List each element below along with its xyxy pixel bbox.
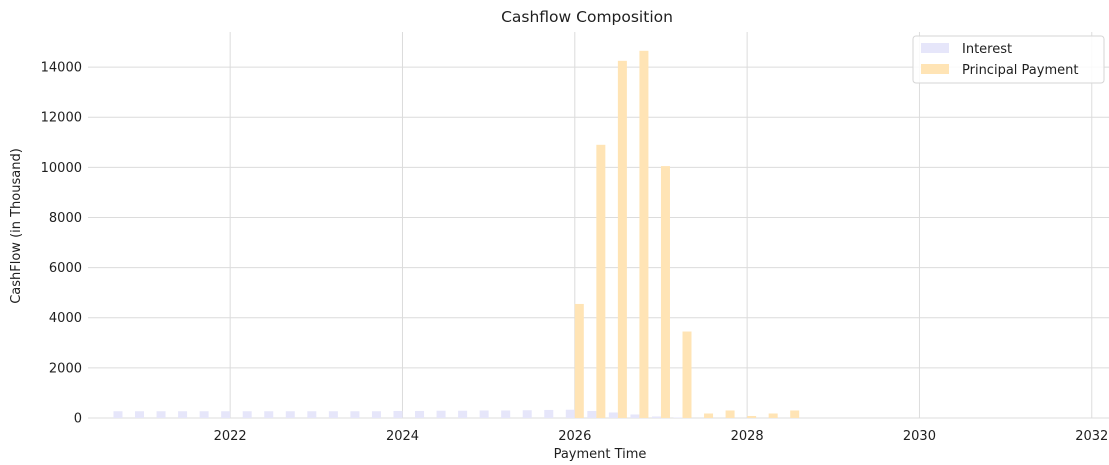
bar-principal-payment bbox=[790, 410, 800, 418]
x-tick-label: 2030 bbox=[903, 429, 936, 444]
bar-interest bbox=[673, 417, 683, 418]
bar-principal-payment bbox=[704, 413, 714, 418]
y-tick-label: 12000 bbox=[41, 111, 82, 126]
x-tick-label: 2026 bbox=[558, 429, 591, 444]
bar-interest bbox=[113, 411, 123, 418]
x-axis-label: Payment Time bbox=[554, 447, 647, 462]
y-axis-label: CashFlow (in Thousand) bbox=[9, 148, 24, 304]
bar-interest bbox=[587, 410, 597, 418]
bar-interest bbox=[242, 411, 252, 418]
axes: 0 2000 4000 6000 8000 10000 12000 14000 2022 2024… bbox=[41, 61, 1109, 444]
bar-interest bbox=[264, 411, 274, 418]
bar-principal-payment bbox=[768, 413, 778, 418]
bar-interest bbox=[651, 416, 661, 418]
bar-marks bbox=[113, 50, 800, 418]
bar-interest bbox=[630, 414, 640, 418]
bar-interest bbox=[285, 411, 295, 418]
y-tick-label: 0 bbox=[74, 412, 82, 427]
bar-interest bbox=[544, 409, 554, 418]
y-tick-label: 14000 bbox=[41, 61, 82, 76]
legend-label-interest: Interest bbox=[962, 42, 1012, 57]
y-tick-label: 10000 bbox=[41, 161, 82, 176]
y-tick-label: 8000 bbox=[49, 211, 82, 226]
x-tick-label: 2028 bbox=[731, 429, 764, 444]
bar-interest bbox=[479, 410, 489, 418]
bar-interest bbox=[436, 410, 446, 418]
bar-interest bbox=[522, 410, 532, 418]
chart-title: Cashflow Composition bbox=[501, 8, 673, 26]
x-tick-label: 2032 bbox=[1075, 429, 1108, 444]
bar-interest bbox=[135, 411, 145, 418]
bar-interest bbox=[178, 411, 188, 418]
legend-swatch-interest bbox=[921, 43, 949, 53]
bar-principal-payment bbox=[639, 50, 649, 418]
bar-interest bbox=[458, 410, 468, 418]
bar-interest bbox=[393, 410, 403, 418]
bar-interest bbox=[221, 411, 231, 418]
bar-interest bbox=[156, 411, 166, 418]
bar-principal-payment bbox=[617, 60, 627, 418]
bar-principal-payment bbox=[596, 144, 606, 418]
bar-principal-payment bbox=[747, 415, 757, 418]
bar-interest bbox=[608, 412, 618, 418]
legend-label-principal-payment: Principal Payment bbox=[962, 63, 1078, 78]
bar-interest bbox=[199, 411, 209, 418]
legend-frame bbox=[912, 35, 1105, 84]
bar-interest bbox=[565, 409, 575, 418]
bar-principal-payment bbox=[660, 166, 670, 418]
bar-principal-payment bbox=[682, 331, 692, 418]
legend-swatch-principal-payment bbox=[921, 64, 949, 74]
bar-principal-payment bbox=[725, 410, 735, 418]
y-tick-label: 2000 bbox=[49, 361, 82, 376]
y-tick-label: 6000 bbox=[49, 261, 82, 276]
bar-interest bbox=[501, 410, 511, 418]
legend: Interest Principal Payment bbox=[912, 35, 1105, 84]
x-tick-label: 2022 bbox=[214, 429, 247, 444]
bar-interest bbox=[328, 411, 338, 418]
y-tick-label: 4000 bbox=[49, 311, 82, 326]
bar-interest bbox=[415, 410, 425, 418]
bar-interest bbox=[371, 411, 381, 418]
bar-interest bbox=[307, 411, 317, 418]
bar-interest bbox=[350, 411, 360, 418]
x-tick-label: 2024 bbox=[386, 429, 419, 444]
bar-principal-payment bbox=[574, 303, 584, 418]
